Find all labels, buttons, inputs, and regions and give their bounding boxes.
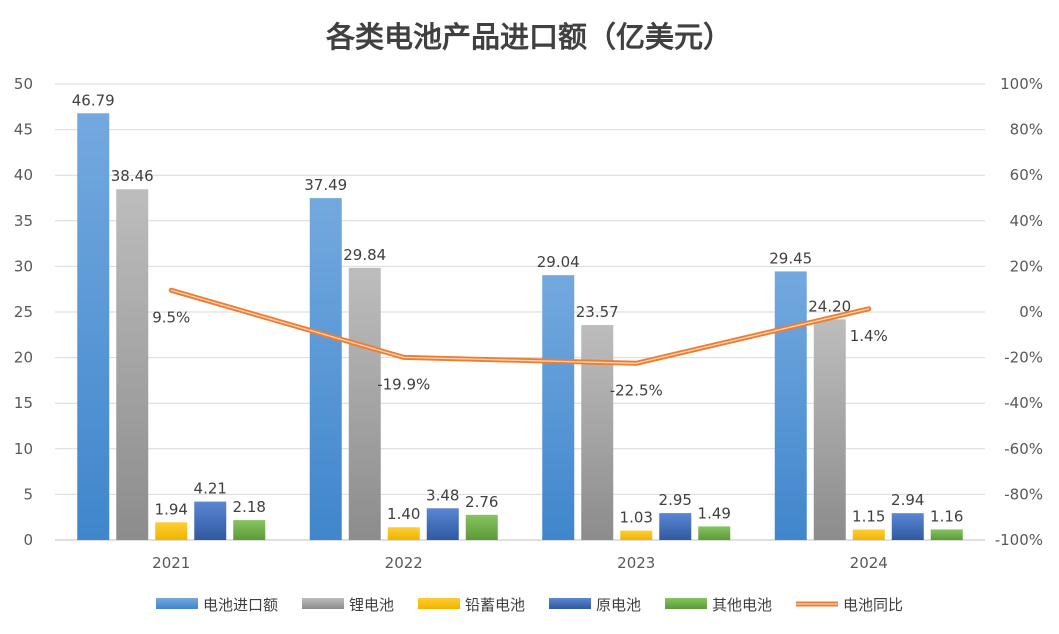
y-tick-label: 40 — [14, 166, 33, 184]
y-tick-label: 50 — [14, 75, 33, 93]
y2-tick-label: 0% — [1019, 303, 1043, 321]
legend-swatch — [156, 598, 198, 609]
x-axis: 2021 2022 2023 2024 — [152, 554, 888, 572]
x-tick-label: 2024 — [850, 554, 888, 572]
legend-label: 电池进口额 — [203, 596, 278, 614]
y-tick-label: 35 — [14, 212, 33, 230]
legend-swatch — [549, 598, 591, 609]
bar-value-label: 2.76 — [465, 493, 498, 511]
bar-value-label: 1.40 — [387, 505, 420, 523]
bar — [620, 530, 653, 540]
bar — [194, 501, 227, 540]
legend-swatch — [665, 598, 707, 609]
y2-tick-label: 40% — [1010, 212, 1043, 230]
bar — [387, 527, 420, 540]
bar-value-label: 38.46 — [111, 167, 154, 185]
legend-label: 锂电池 — [349, 596, 394, 614]
bar-value-label: 24.20 — [808, 297, 851, 315]
x-tick-label: 2021 — [152, 554, 190, 572]
bar-value-label: 1.15 — [852, 508, 885, 526]
yoy-line: 9.5% -19.9% -22.5% 1.4% — [152, 287, 888, 399]
legend-label: 其他电池 — [712, 596, 772, 614]
bar — [930, 529, 963, 540]
y2-tick-label: 80% — [1010, 121, 1043, 139]
y-tick-label: 45 — [14, 121, 33, 139]
bar-value-label: 2.18 — [233, 498, 266, 516]
bar — [774, 271, 807, 540]
yoy-line-outer — [168, 287, 872, 366]
gridlines — [55, 83, 985, 541]
y2-tick-label: 20% — [1010, 257, 1043, 275]
y2-tick-label: -20% — [1004, 349, 1043, 367]
bar-value-label: 1.03 — [620, 509, 653, 527]
y-tick-label: 0 — [23, 531, 33, 549]
bar — [77, 113, 110, 540]
bar-value-label: 4.21 — [194, 480, 227, 498]
bar — [309, 198, 342, 541]
y-tick-label: 10 — [14, 440, 33, 458]
x-tick-label: 2023 — [617, 554, 655, 572]
bar — [155, 522, 188, 540]
chart-title: 各类电池产品进口额（亿美元） — [325, 20, 732, 54]
bar — [659, 513, 692, 540]
bar — [465, 514, 498, 540]
y-tick-label: 20 — [14, 349, 33, 367]
y-tick-label: 30 — [14, 257, 33, 275]
y2-tick-label: -80% — [1004, 485, 1043, 503]
right-y-axis: -100% -80% -60% -40% -20% 0% 20% 40% 60% 80% 100% — [995, 75, 1043, 549]
bars: 46.79 38.46 1.94 4.21 2.18 37.49 29.84 1.40 3.48… — [72, 91, 963, 541]
bar — [891, 513, 924, 540]
bar-value-label: 29.45 — [769, 249, 812, 267]
yoy-label: -19.9% — [377, 375, 430, 393]
y-tick-label: 25 — [14, 303, 33, 321]
bar-value-label: 2.95 — [659, 491, 692, 509]
y2-tick-label: 60% — [1010, 166, 1043, 184]
bar-value-label: 1.16 — [930, 507, 963, 525]
yoy-label: 1.4% — [850, 327, 888, 345]
yoy-label: 9.5% — [152, 308, 190, 326]
yoy-label: -22.5% — [610, 381, 663, 399]
bar-value-label: 2.94 — [891, 491, 924, 509]
x-tick-label: 2022 — [385, 554, 423, 572]
bar-value-label: 23.57 — [576, 303, 619, 321]
yoy-line-inner — [170, 289, 870, 364]
legend-label: 原电池 — [596, 596, 641, 614]
bar-value-label: 46.79 — [72, 91, 115, 109]
legend-label: 电池同比 — [843, 596, 903, 614]
bar-value-label: 3.48 — [426, 486, 459, 504]
bar — [233, 520, 266, 540]
left-y-axis: 0 5 10 15 20 25 30 35 40 45 50 — [14, 75, 33, 549]
legend: 电池进口额 锂电池 铅蓄电池 原电池 其他电池 电池同比 — [156, 596, 903, 614]
legend-swatch — [418, 598, 460, 609]
bar-value-label: 1.49 — [698, 504, 731, 522]
bar — [813, 319, 846, 540]
y2-tick-label: -60% — [1004, 440, 1043, 458]
bar — [426, 508, 459, 540]
bar-value-label: 1.94 — [155, 500, 188, 518]
y-tick-label: 5 — [23, 485, 33, 503]
bar — [348, 267, 381, 540]
bar-value-label: 37.49 — [304, 176, 347, 194]
bar — [698, 526, 731, 540]
legend-label: 铅蓄电池 — [465, 596, 525, 614]
bar — [116, 189, 149, 540]
bar-value-label: 29.04 — [537, 253, 580, 271]
bar — [581, 325, 614, 540]
bar — [542, 275, 575, 540]
y2-tick-label: 100% — [1000, 75, 1043, 93]
y2-tick-label: -40% — [1004, 394, 1043, 412]
y-tick-label: 15 — [14, 394, 33, 412]
bar — [852, 529, 885, 540]
legend-swatch — [302, 598, 344, 609]
bar-value-label: 29.84 — [343, 246, 386, 264]
y2-tick-label: -100% — [995, 531, 1043, 549]
